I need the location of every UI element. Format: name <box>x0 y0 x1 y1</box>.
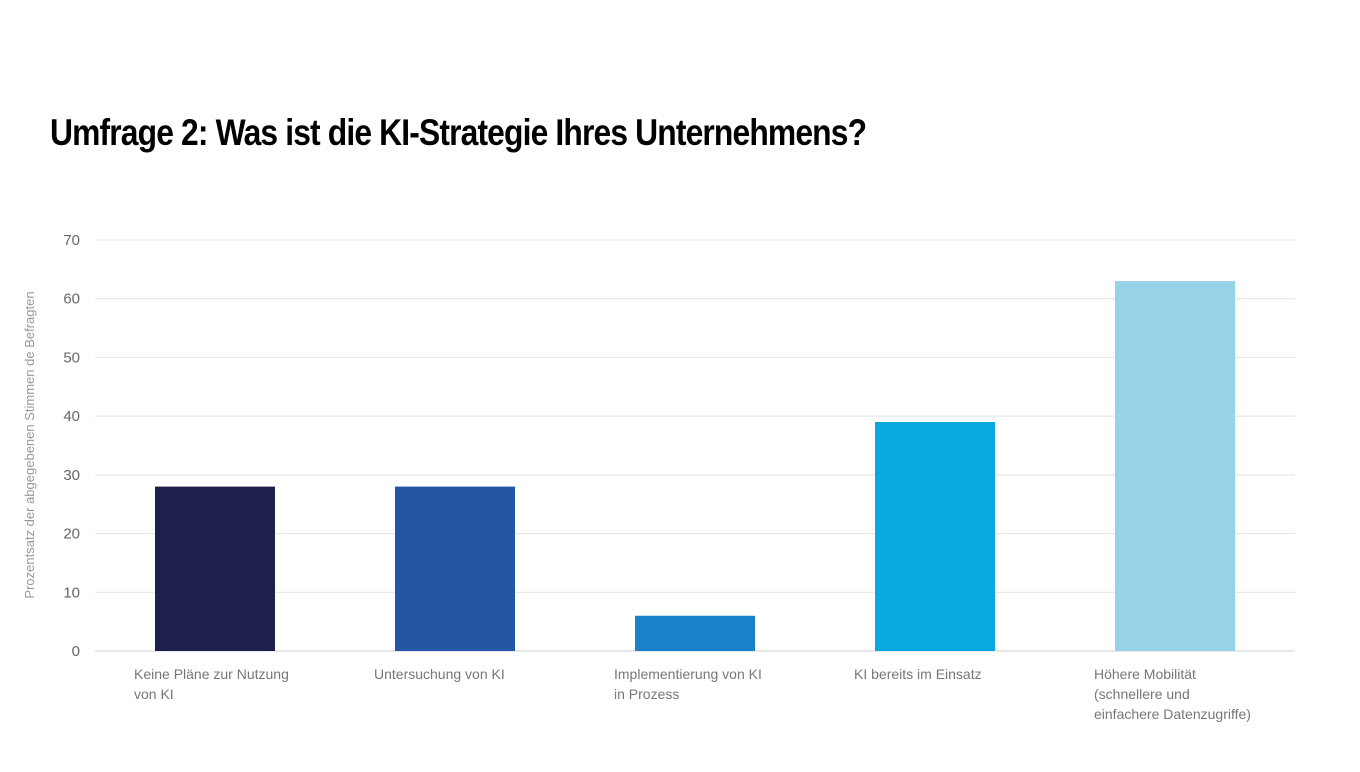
y-axis-ticks: 0 10 20 30 40 50 60 70 <box>63 232 80 660</box>
y-tick-label: 30 <box>63 467 80 484</box>
bar <box>1115 281 1235 651</box>
x-category-label: KI bereits im Einsatz <box>854 666 982 682</box>
x-category-label: Implementierung von KI in Prozess <box>614 666 762 702</box>
bars <box>155 281 1235 651</box>
bar <box>635 615 755 651</box>
gridlines <box>95 239 1295 652</box>
x-category-label: Keine Pläne zur Nutzung von KI <box>134 666 289 702</box>
y-tick-label: 60 <box>63 291 80 308</box>
y-tick-label: 50 <box>63 349 80 366</box>
y-tick-label: 0 <box>72 643 80 660</box>
y-tick-label: 10 <box>63 584 80 601</box>
chart-title: Umfrage 2: Was ist die KI-Strategie Ihre… <box>50 112 867 153</box>
x-category-label: Untersuchung von KI <box>374 666 505 682</box>
bar <box>155 486 275 651</box>
bar <box>395 486 515 651</box>
y-axis-label: Prozentsatz der abgegebenen Stimmen de B… <box>22 291 37 598</box>
y-tick-label: 40 <box>63 408 80 425</box>
bar <box>875 422 995 651</box>
y-tick-label: 20 <box>63 526 80 543</box>
y-tick-label: 70 <box>63 232 80 249</box>
x-axis-labels: Keine Pläne zur Nutzung von KI Untersuchun… <box>134 666 1251 722</box>
x-category-label: Höhere Mobilität (schnellere und einfacher… <box>1094 666 1251 722</box>
